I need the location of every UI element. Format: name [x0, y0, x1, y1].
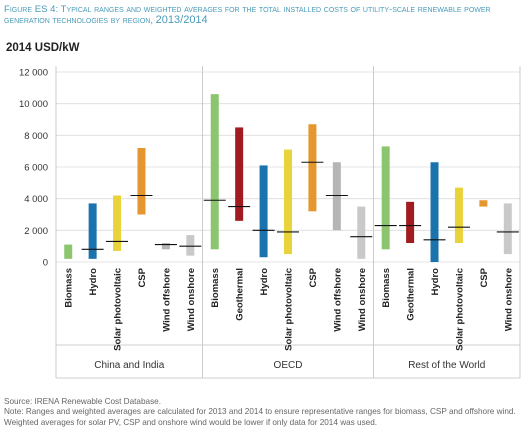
category-label-china-and-india-hydro: Hydro: [88, 268, 99, 296]
range-bar-rest-of-the-world-solar-photovoltaic: [454, 187, 463, 243]
y-tick-label-2000: 2 000: [24, 226, 48, 237]
range-bar-oecd-biomass: [210, 94, 219, 250]
region-label-china-and-india: China and India: [94, 360, 164, 371]
range-bar-china-and-india-hydro: [88, 203, 97, 259]
range-bar-oecd-wind-onshore: [357, 206, 366, 259]
figure-title-text: Typical ranges and weighted averages for…: [4, 4, 491, 26]
category-label-rest-of-the-world-hydro: Hydro: [430, 268, 441, 296]
category-label-rest-of-the-world-geothermal: Geothermal: [406, 268, 417, 321]
y-tick-label-12000: 12 000: [19, 68, 48, 79]
category-label-oecd-biomass: Biomass: [210, 268, 221, 308]
source-text: Source: IRENA Renewable Cost Database.: [4, 397, 162, 406]
range-bar-rest-of-the-world-hydro: [430, 162, 439, 262]
category-label-oecd-wind-offshore: Wind offshore: [332, 268, 343, 332]
category-label-oecd-geothermal: Geothermal: [235, 268, 246, 321]
category-label-china-and-india-csp: CSP: [137, 267, 148, 287]
category-label-oecd-wind-onshore: Wind onshore: [357, 268, 368, 331]
range-bar-oecd-csp: [308, 124, 317, 212]
category-label-rest-of-the-world-wind-onshore: Wind onshore: [503, 268, 514, 331]
range-bar-china-and-india-wind-onshore: [186, 235, 195, 256]
figure-title: Figure ES 4: Typical ranges and weighted…: [4, 4, 524, 26]
range-bar-oecd-solar-photovoltaic: [284, 149, 292, 255]
region-label-rest-of-the-world: Rest of the World: [408, 360, 485, 371]
category-label-oecd-hydro: Hydro: [259, 268, 270, 296]
category-label-china-and-india-wind-onshore: Wind onshore: [186, 268, 197, 331]
category-label-rest-of-the-world-solar-photovoltaic: Solar photovoltaic: [454, 268, 465, 351]
range-bar-china-and-india-wind-offshore: [161, 243, 170, 250]
y-tick-label-6000: 6 000: [24, 163, 48, 174]
range-bar-oecd-wind-offshore: [332, 162, 341, 231]
range-bar-oecd-geothermal: [235, 127, 244, 221]
figure-years: 2013/2014: [155, 14, 208, 26]
category-label-china-and-india-wind-offshore: Wind offshore: [161, 268, 172, 332]
range-bar-china-and-india-csp: [137, 148, 146, 215]
range-bar-china-and-india-biomass: [64, 244, 73, 259]
y-axis-unit-label: 2014 USD/kW: [6, 42, 80, 54]
range-bar-rest-of-the-world-wind-onshore: [503, 203, 512, 255]
range-bar-rest-of-the-world-geothermal: [406, 201, 415, 243]
category-label-rest-of-the-world-biomass: Biomass: [381, 268, 392, 308]
category-label-rest-of-the-world-csp: CSP: [479, 267, 490, 287]
region-label-oecd: OECD: [274, 360, 303, 371]
y-tick-label-0: 0: [43, 258, 48, 269]
y-tick-label-4000: 4 000: [24, 194, 48, 205]
range-bar-oecd-hydro: [259, 165, 268, 258]
category-label-oecd-solar-photovoltaic: Solar photovoltaic: [284, 268, 295, 351]
range-bar-china-and-india-solar-photovoltaic: [113, 195, 122, 251]
range-bar-rest-of-the-world-biomass: [381, 146, 390, 250]
source-notes: Source: IRENA Renewable Cost Database. N…: [4, 397, 526, 428]
category-label-china-and-india-solar-photovoltaic: Solar photovoltaic: [113, 268, 124, 351]
figure-label: Figure ES 4:: [4, 4, 59, 15]
range-bar-rest-of-the-world-csp: [479, 200, 488, 207]
y-tick-label-8000: 8 000: [24, 131, 48, 142]
category-label-oecd-csp: CSP: [308, 267, 319, 287]
y-tick-label-10000: 10 000: [19, 99, 48, 110]
category-label-china-and-india-biomass: Biomass: [64, 268, 75, 308]
note-text: Note: Ranges and weighted averages are c…: [4, 407, 516, 427]
